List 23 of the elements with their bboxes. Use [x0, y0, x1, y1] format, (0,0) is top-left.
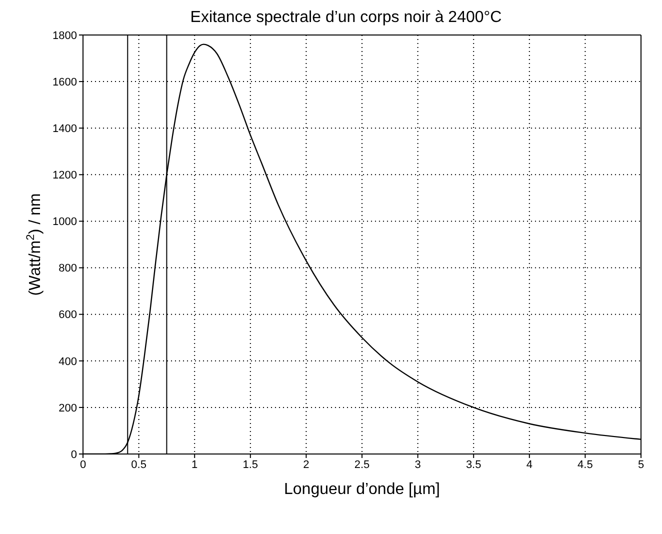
y-tick-label: 200: [58, 402, 77, 414]
x-tick-label: 1: [192, 458, 198, 471]
y-tick-label: 400: [58, 356, 77, 368]
x-tick-label: 1.5: [242, 458, 258, 471]
x-axis-title: Longueur d’onde [µm]: [284, 481, 440, 498]
chart-title: Exitance spectrale d’un corps noir à 2400°C: [190, 9, 502, 26]
x-tick-label: 4: [526, 458, 532, 471]
x-tick-label: 0.5: [131, 458, 146, 471]
y-tick-label: 800: [58, 262, 77, 275]
y-tick-label: 600: [58, 309, 77, 322]
y-tick-label: 0: [70, 448, 77, 461]
x-tick-label: 2.5: [354, 458, 370, 471]
y-tick-label: 1200: [52, 170, 77, 182]
y-tick-label: 1600: [52, 76, 77, 88]
x-tick-label: 3.5: [466, 458, 482, 471]
x-tick-label: 2: [303, 458, 310, 471]
y-tick-label: 1400: [52, 123, 77, 136]
x-tick-label: 0: [80, 458, 86, 471]
x-tick-label: 5: [638, 458, 644, 471]
x-tick-label: 4.5: [578, 458, 593, 471]
y-tick-label: 1000: [52, 216, 77, 228]
x-tick-label: 3: [414, 458, 421, 471]
y-tick-label: 1800: [52, 30, 77, 42]
